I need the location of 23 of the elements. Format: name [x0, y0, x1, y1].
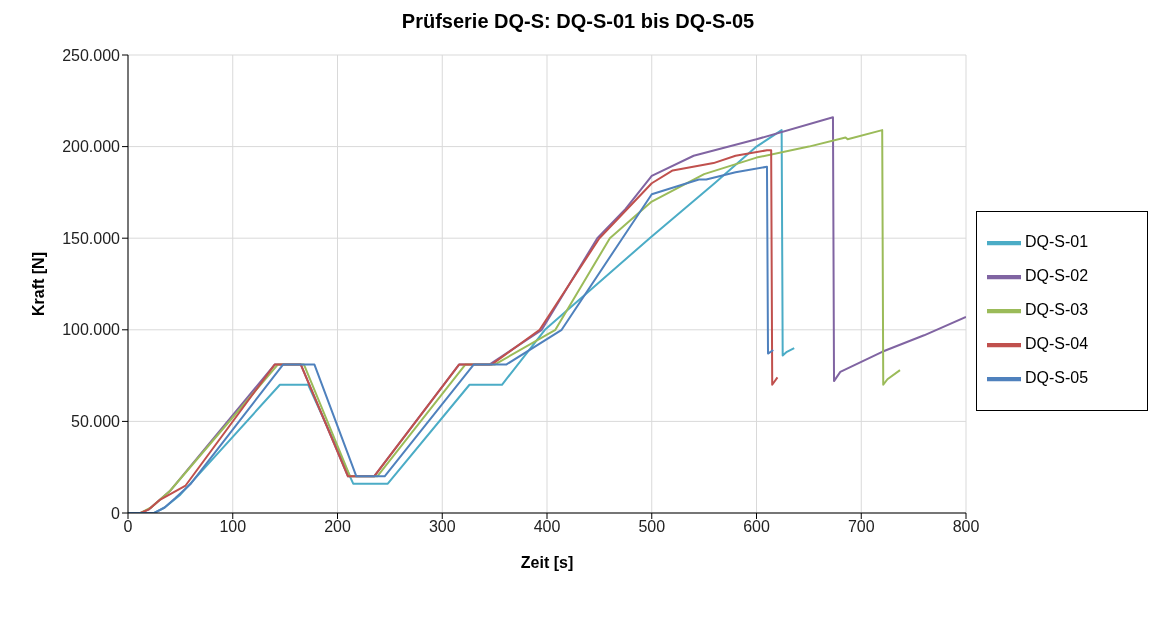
- x-axis-title: Zeit [s]: [520, 554, 574, 571]
- y-tick-label: 100.000: [62, 321, 121, 339]
- x-tick-label: 500: [638, 518, 666, 536]
- x-tick-label: 800: [952, 518, 980, 536]
- x-tick-label: 0: [123, 518, 133, 536]
- chart-title: Prüfserie DQ-S: DQ-S-01 bis DQ-S-05: [400, 10, 756, 33]
- legend-label: DQ-S-01: [1025, 232, 1089, 250]
- legend-label: DQ-S-05: [1025, 368, 1089, 386]
- y-tick-label: 250.000: [62, 46, 121, 64]
- x-tick-label: 400: [533, 518, 561, 536]
- x-tick-label: 700: [847, 518, 875, 536]
- legend-label: DQ-S-04: [1025, 334, 1089, 352]
- legend-label: DQ-S-03: [1025, 300, 1089, 318]
- y-tick-label: 50.000: [71, 413, 121, 431]
- y-tick-label: 200.000: [62, 138, 121, 156]
- y-tick-label: 150.000: [62, 229, 121, 247]
- x-tick-label: 200: [324, 518, 351, 536]
- legend-label: DQ-S-02: [1025, 266, 1089, 284]
- x-tick-label: 300: [428, 518, 456, 536]
- y-axis-title: Kraft [N]: [29, 252, 47, 316]
- x-tick-label: 600: [743, 518, 770, 536]
- y-tick-label: 0: [111, 504, 121, 522]
- x-tick-label: 100: [219, 518, 247, 536]
